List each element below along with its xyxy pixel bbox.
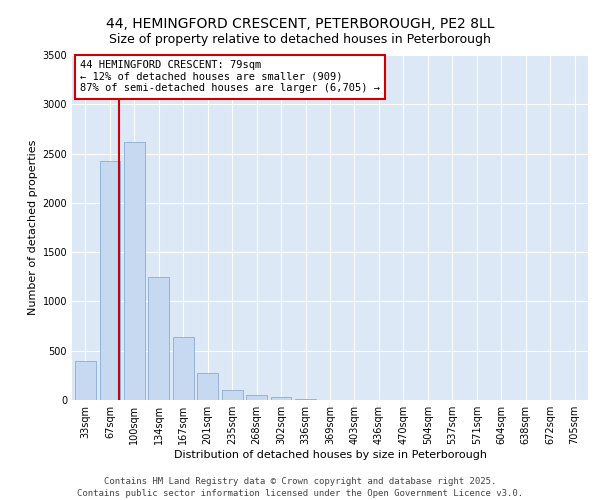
Text: Contains HM Land Registry data © Crown copyright and database right 2025.
Contai: Contains HM Land Registry data © Crown c… — [77, 476, 523, 498]
Bar — [173, 337, 194, 400]
Bar — [295, 399, 316, 400]
Bar — [75, 360, 96, 400]
Bar — [222, 390, 242, 400]
X-axis label: Distribution of detached houses by size in Peterborough: Distribution of detached houses by size … — [173, 450, 487, 460]
Bar — [197, 374, 218, 400]
Text: 44, HEMINGFORD CRESCENT, PETERBOROUGH, PE2 8LL: 44, HEMINGFORD CRESCENT, PETERBOROUGH, P… — [106, 18, 494, 32]
Bar — [246, 394, 267, 400]
Y-axis label: Number of detached properties: Number of detached properties — [28, 140, 38, 315]
Text: 44 HEMINGFORD CRESCENT: 79sqm
← 12% of detached houses are smaller (909)
87% of : 44 HEMINGFORD CRESCENT: 79sqm ← 12% of d… — [80, 60, 380, 94]
Bar — [100, 162, 120, 400]
Text: Size of property relative to detached houses in Peterborough: Size of property relative to detached ho… — [109, 32, 491, 46]
Bar — [124, 142, 145, 400]
Bar — [148, 277, 169, 400]
Bar — [271, 397, 292, 400]
